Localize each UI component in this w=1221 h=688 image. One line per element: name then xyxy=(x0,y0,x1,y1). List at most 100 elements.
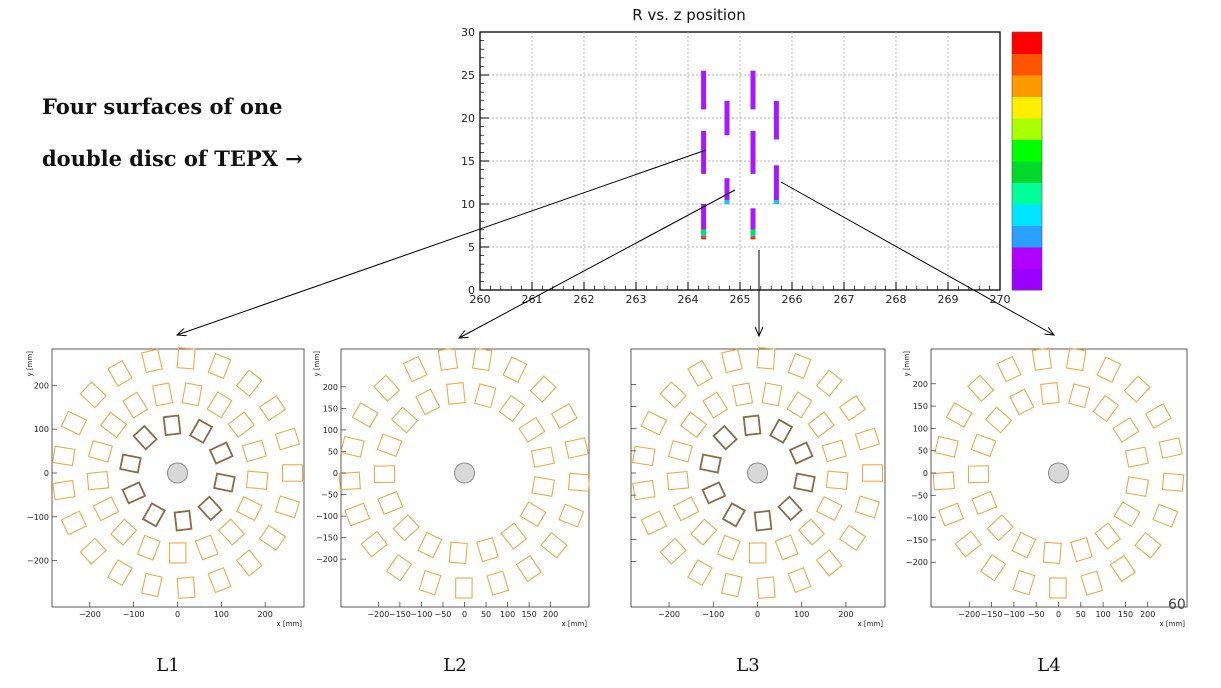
outer-module xyxy=(721,572,743,598)
colorbar-segment xyxy=(1012,53,1042,76)
outer-module xyxy=(1012,569,1036,596)
panel-y-tick-label: −150 xyxy=(906,536,928,545)
outer-module xyxy=(377,490,404,516)
outer-module xyxy=(176,347,196,370)
outer-module xyxy=(938,502,965,527)
inner-module xyxy=(208,441,234,465)
outer-module xyxy=(1125,476,1150,497)
panel-x-tick-label: 200 xyxy=(1140,610,1155,619)
panel-y-tick-label: −50 xyxy=(911,491,928,500)
outer-module xyxy=(194,534,219,561)
inner-module xyxy=(189,418,214,444)
panel-y-tick-label: −150 xyxy=(316,534,338,543)
panel-x-tick-label: −150 xyxy=(981,610,1003,619)
outer-module xyxy=(258,524,287,551)
caption-line-2: double disc of TEPX → xyxy=(42,146,303,171)
outer-module xyxy=(1134,531,1162,559)
outer-module xyxy=(954,530,982,558)
panel-y-tick-label: −100 xyxy=(906,514,928,523)
inner-module xyxy=(213,472,236,493)
outer-module xyxy=(515,554,542,583)
outer-module xyxy=(87,440,114,463)
layer-name: L3 xyxy=(736,655,759,676)
outer-module xyxy=(1042,541,1062,565)
panel-x-tick-label: 50 xyxy=(1076,610,1086,619)
outer-module xyxy=(679,411,708,439)
outer-module xyxy=(274,495,301,519)
panel-y-label: y [mm] xyxy=(903,351,911,377)
y-tick-label: 15 xyxy=(461,155,475,168)
outer-module xyxy=(344,502,371,527)
outer-module xyxy=(979,554,1007,582)
outer-module xyxy=(529,375,557,403)
cluster-tip-l3 xyxy=(750,236,756,240)
inner-module xyxy=(742,414,762,437)
outer-module xyxy=(854,427,881,451)
outer-module xyxy=(152,382,174,407)
outer-module xyxy=(787,352,812,379)
x-tick-label: 268 xyxy=(886,293,907,306)
inner-module xyxy=(699,453,722,474)
panel-y-tick-label: −200 xyxy=(906,558,928,567)
outer-module xyxy=(79,381,107,409)
cluster-tip-l4 xyxy=(773,200,779,204)
panel-x-tick-label: −50 xyxy=(1028,610,1045,619)
layer-name: L4 xyxy=(1037,655,1060,676)
outer-module xyxy=(1152,503,1179,528)
outer-module xyxy=(971,490,998,516)
outer-module xyxy=(415,388,441,416)
arrow-to-l2 xyxy=(459,189,736,338)
colorbar-segment xyxy=(1012,204,1042,226)
chart-grid xyxy=(480,32,1000,290)
connector-arrows xyxy=(177,149,1054,338)
panel-x-tick-label: −200 xyxy=(367,610,389,619)
outer-module xyxy=(1092,394,1120,423)
cluster-tip-l1 xyxy=(701,229,707,235)
outer-module xyxy=(227,411,255,438)
outer-module xyxy=(455,577,473,599)
outer-module xyxy=(564,437,589,459)
outer-module xyxy=(351,402,379,428)
colorbar xyxy=(1011,31,1043,291)
y-tick-label: 25 xyxy=(461,69,475,82)
y-tick-label: 30 xyxy=(461,26,475,39)
colorbar-segment xyxy=(1012,247,1042,269)
panel-y-tick-label: −200 xyxy=(27,557,49,566)
arrow-to-l4 xyxy=(780,181,1054,335)
outer-module xyxy=(390,406,419,434)
colorbar-segment xyxy=(1012,75,1042,97)
outer-module xyxy=(640,410,668,436)
outer-module xyxy=(136,534,161,561)
outer-module xyxy=(107,559,133,587)
outer-module xyxy=(417,531,443,559)
chart-ticks: 260 261 262 263 264 265 266 267 268 269 2700510152… xyxy=(461,26,1011,306)
y-tick-label: 5 xyxy=(468,241,475,254)
outer-module xyxy=(1040,382,1060,405)
outer-module xyxy=(632,479,656,501)
panel-x-tick-label: −100 xyxy=(123,610,145,619)
cluster-tip-l3 xyxy=(750,229,756,235)
beampipe xyxy=(454,462,475,484)
outer-module xyxy=(932,471,955,491)
panel-x-tick-label: 100 xyxy=(1095,610,1110,619)
r-vs-z-chart: R vs. z position 260 261 262 263 264 265 266 26… xyxy=(461,6,1043,306)
panel-y-tick-label: 200 xyxy=(323,383,338,392)
outer-module xyxy=(690,518,718,546)
inner-module xyxy=(119,453,142,474)
outer-module xyxy=(122,391,149,419)
outer-module xyxy=(1109,554,1136,583)
panel-y-tick-label: 150 xyxy=(323,404,338,413)
layer-name: L1 xyxy=(156,655,179,676)
outer-module xyxy=(854,495,881,519)
outer-module xyxy=(471,347,493,372)
outer-module xyxy=(385,554,413,582)
outer-module xyxy=(402,355,428,383)
outer-module xyxy=(1068,383,1091,409)
outer-module xyxy=(1113,501,1141,528)
x-tick-label: 260 xyxy=(470,293,491,306)
outer-module xyxy=(476,536,499,563)
x-tick-label: 266 xyxy=(782,293,803,306)
panel-y-tick-label: 0 xyxy=(923,469,928,478)
outer-module xyxy=(934,435,959,458)
